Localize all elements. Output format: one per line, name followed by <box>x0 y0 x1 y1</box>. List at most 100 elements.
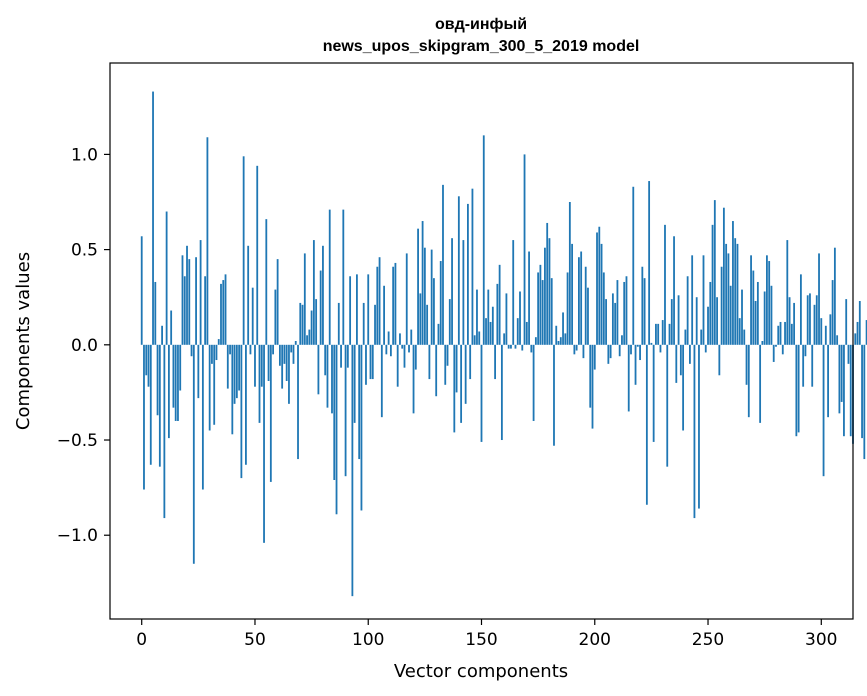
bar <box>362 302 365 345</box>
bar <box>145 344 148 376</box>
bar <box>578 257 580 345</box>
bar <box>849 344 852 437</box>
bar <box>245 344 247 465</box>
bar <box>235 344 238 399</box>
bar <box>186 245 188 345</box>
bar <box>546 222 549 345</box>
bar <box>288 344 290 404</box>
bar <box>562 312 564 345</box>
bar <box>378 257 381 345</box>
bar <box>607 344 610 364</box>
bar <box>659 344 662 353</box>
bar <box>319 270 322 345</box>
bar <box>215 344 218 361</box>
bar <box>793 302 796 345</box>
bar <box>498 264 501 345</box>
bar-series <box>140 91 867 597</box>
bar <box>177 344 179 421</box>
bar <box>496 283 499 345</box>
bar <box>283 344 286 364</box>
bar <box>167 344 170 439</box>
y-tick-label: −0.5 <box>57 431 98 451</box>
bar <box>349 276 352 345</box>
bar <box>208 344 211 431</box>
bar <box>301 304 304 345</box>
bar <box>582 344 585 359</box>
bar <box>815 295 818 345</box>
bar <box>197 344 200 399</box>
bar <box>351 344 354 597</box>
bar <box>258 344 261 423</box>
bar <box>462 240 465 345</box>
bar <box>704 344 707 353</box>
bar <box>598 226 601 345</box>
bar <box>750 255 752 345</box>
bar <box>143 344 145 490</box>
bar <box>564 333 567 345</box>
bar <box>213 344 216 425</box>
bar <box>448 299 451 345</box>
bar <box>664 224 666 345</box>
bar <box>788 297 791 345</box>
bar <box>401 344 404 349</box>
bar <box>682 344 685 431</box>
bar <box>254 344 256 387</box>
bar <box>312 240 315 345</box>
bar <box>412 344 415 414</box>
bar <box>269 344 272 482</box>
x-axis-ticks: 0 50 100 150 200 250 300 <box>136 619 838 650</box>
bar <box>777 325 780 345</box>
y-axis-ticks: −1.0 −0.5 0.0 0.5 1.0 <box>57 145 110 546</box>
bar <box>833 247 836 345</box>
bar <box>340 344 342 368</box>
bar <box>525 321 528 345</box>
bar <box>181 255 184 345</box>
x-tick-label: 100 <box>352 630 384 650</box>
bar <box>172 344 175 408</box>
bar <box>392 266 395 345</box>
bar <box>754 301 757 345</box>
bar <box>281 344 284 389</box>
bar <box>439 261 442 345</box>
bar <box>580 251 583 345</box>
bar <box>695 297 698 345</box>
x-tick-label: 200 <box>579 630 611 650</box>
bar <box>761 341 764 345</box>
bar <box>156 344 159 416</box>
bar <box>505 293 508 345</box>
bar <box>206 137 209 345</box>
bar <box>423 247 426 345</box>
bar <box>634 344 637 385</box>
bar <box>374 304 376 345</box>
bar <box>473 335 476 345</box>
bar <box>736 243 739 345</box>
bar <box>605 299 607 345</box>
bar <box>238 344 241 391</box>
bar <box>430 249 433 345</box>
bar <box>553 344 555 446</box>
bar <box>417 228 419 345</box>
bar <box>303 253 306 345</box>
bar <box>256 165 259 345</box>
bar <box>652 344 655 442</box>
bar <box>192 344 195 564</box>
bar <box>747 344 750 418</box>
bar <box>673 236 675 345</box>
bar <box>797 344 800 433</box>
bar <box>602 272 605 345</box>
x-axis-label: Vector components <box>394 661 568 682</box>
bar <box>226 344 229 389</box>
bar <box>444 344 447 385</box>
bar <box>666 344 669 467</box>
bar <box>383 285 385 345</box>
bar <box>240 344 243 479</box>
bar <box>265 219 268 345</box>
bar <box>342 209 345 345</box>
bar <box>534 337 537 345</box>
bar <box>738 318 741 345</box>
y-tick-label: 1.0 <box>71 145 98 165</box>
bar <box>365 344 367 385</box>
bar <box>161 325 163 345</box>
bar <box>804 344 807 357</box>
bar <box>152 91 154 345</box>
